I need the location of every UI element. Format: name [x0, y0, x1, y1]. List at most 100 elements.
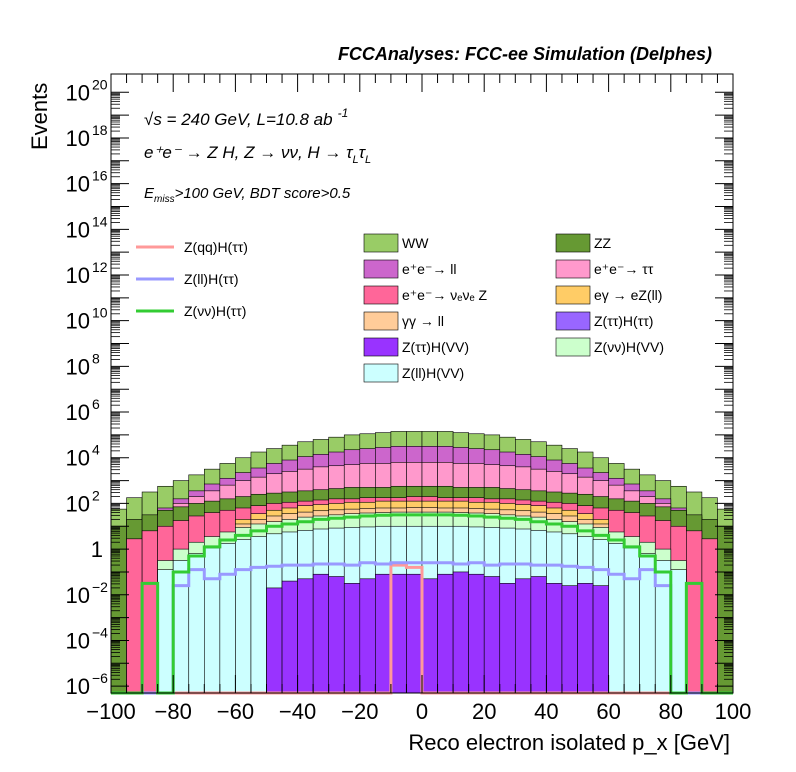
series-9 — [266, 571, 609, 694]
y-tick-label: 10 — [66, 491, 90, 516]
bar-9-21 — [437, 573, 454, 694]
axes: −100 −80 −60 −40 −20 0 20 40 60 80 10010−610−410−2… — [66, 73, 752, 724]
bar-9-18 — [390, 573, 407, 694]
bar-8-35 — [654, 560, 672, 694]
bar-8-3 — [157, 569, 174, 694]
x-tick-label: −80 — [155, 699, 192, 724]
legend-swatch — [555, 233, 591, 253]
y-tick-label: 10 — [66, 126, 90, 151]
legend-label: Z(νν)H(ττ) — [184, 303, 246, 319]
legend-label: Z(ll)H(ττ) — [184, 271, 239, 287]
legend-label: Z(ττ)H(ττ) — [594, 313, 653, 329]
bar-8-32 — [608, 543, 625, 694]
y-tick-exponent: −2 — [92, 579, 108, 595]
legend-label: γγ → ll — [402, 313, 444, 329]
chart-title: FCCAnalyses: FCC-ee Simulation (Delphes) — [338, 44, 712, 64]
y-tick-exponent: −4 — [92, 624, 108, 640]
bar-4-38 — [701, 538, 718, 694]
legend-swatch — [555, 259, 591, 279]
x-tick-label: 100 — [715, 699, 752, 724]
bar-9-25 — [499, 583, 516, 694]
y-tick-exponent: 18 — [92, 122, 108, 138]
annotation-block: √s = 240 GeV, L=10.8 ab -1 e⁺e⁻ → Z H, Z … — [144, 106, 371, 205]
legend-label: e⁺e⁻→ ll — [402, 261, 456, 277]
y-tick-exponent: −6 — [92, 670, 108, 686]
legend-swatch — [363, 337, 399, 357]
y-tick-label: 10 — [66, 628, 90, 653]
y-tick-label: 10 — [66, 400, 90, 425]
legend-swatch — [363, 233, 399, 253]
bar-9-20 — [421, 578, 438, 694]
bar-8-6 — [204, 547, 221, 694]
y-axis-title: Events — [27, 83, 52, 150]
legend-label: ZZ — [594, 235, 612, 251]
y-tick-exponent: 2 — [92, 487, 100, 503]
bar-9-17 — [375, 573, 392, 694]
legend-label: Z(νν)H(VV) — [594, 339, 664, 355]
legend-label: WW — [402, 235, 429, 251]
bar-4-37 — [686, 530, 703, 694]
y-tick-exponent: 4 — [92, 442, 100, 458]
x-tick-label: −20 — [341, 699, 378, 724]
annotation-energy-lumi: √s = 240 GeV, L=10.8 ab -1 — [144, 106, 348, 129]
annotation-cuts: Emiss>100 GeV, BDT score>0.5 — [144, 185, 351, 205]
bar-8-7 — [219, 543, 236, 694]
x-axis-title: Reco electron isolated p_x [GeV] — [408, 730, 730, 755]
y-tick-label: 10 — [66, 217, 90, 242]
y-tick-exponent: 20 — [92, 76, 108, 92]
bar-9-12 — [297, 578, 314, 694]
bar-8-33 — [623, 547, 641, 694]
y-tick-label: 10 — [66, 80, 90, 105]
y-tick-exponent: 14 — [92, 213, 108, 229]
x-tick-label: −100 — [86, 699, 136, 724]
bar-9-11 — [281, 580, 298, 694]
legend-swatch — [363, 363, 399, 383]
x-tick-label: 80 — [659, 699, 683, 724]
legend-label: e⁺e⁻→ νₑνₑ Z — [402, 287, 488, 303]
y-tick-label: 10 — [66, 674, 90, 699]
annotation-process: e⁺e⁻ → Z H, Z → νν, H → τLτL — [144, 143, 371, 166]
x-tick-label: 20 — [472, 699, 496, 724]
legend-swatch — [363, 259, 399, 279]
y-tick-label: 10 — [66, 309, 90, 334]
bar-9-31 — [592, 585, 609, 694]
bar-9-14 — [328, 576, 345, 694]
bar-8-4 — [172, 560, 190, 694]
bar-9-22 — [452, 571, 469, 694]
legend: Z(qq)H(ττ) Z(ll)H(ττ) Z(νν)H(ττ) WW ZZ e⁺e⁻→ … — [136, 233, 664, 383]
line-series-2 — [111, 513, 733, 695]
bar-9-29 — [561, 585, 578, 694]
x-tick-label: 60 — [596, 699, 620, 724]
x-tick-label: −60 — [217, 699, 254, 724]
x-tick-label: 0 — [416, 699, 428, 724]
bar-8-34 — [639, 553, 656, 694]
bar-9-13 — [312, 573, 329, 694]
bar-9-16 — [359, 578, 376, 694]
bar-9-26 — [514, 578, 532, 694]
bar-4-2 — [141, 530, 158, 694]
legend-label: e⁺e⁻→ ττ — [594, 261, 654, 277]
legend-swatch — [363, 311, 399, 331]
legend-swatch — [555, 311, 591, 331]
y-tick-label: 10 — [66, 446, 90, 471]
y-tick-exponent: 12 — [92, 259, 108, 275]
bar-8-9 — [250, 536, 267, 694]
bar-9-19 — [406, 573, 423, 694]
bar-9-10 — [266, 587, 283, 694]
y-tick-label: 1 — [91, 537, 103, 562]
legend-label: Z(qq)H(ττ) — [184, 239, 248, 255]
y-tick-label: 10 — [66, 354, 90, 379]
bar-8-8 — [235, 539, 252, 694]
bar-8-5 — [188, 553, 205, 694]
legend-label: Z(ττ)H(VV) — [402, 339, 469, 355]
bar-9-24 — [483, 576, 501, 694]
legend-swatch — [363, 285, 399, 305]
y-tick-exponent: 6 — [92, 396, 100, 412]
bar-9-27 — [530, 576, 547, 694]
y-tick-label: 10 — [66, 263, 90, 288]
legend-label: eγ → eZ(ll) — [594, 287, 662, 303]
y-tick-label: 10 — [66, 583, 90, 608]
legend-label: Z(ll)H(VV) — [402, 365, 464, 381]
y-tick-exponent: 8 — [92, 350, 100, 366]
